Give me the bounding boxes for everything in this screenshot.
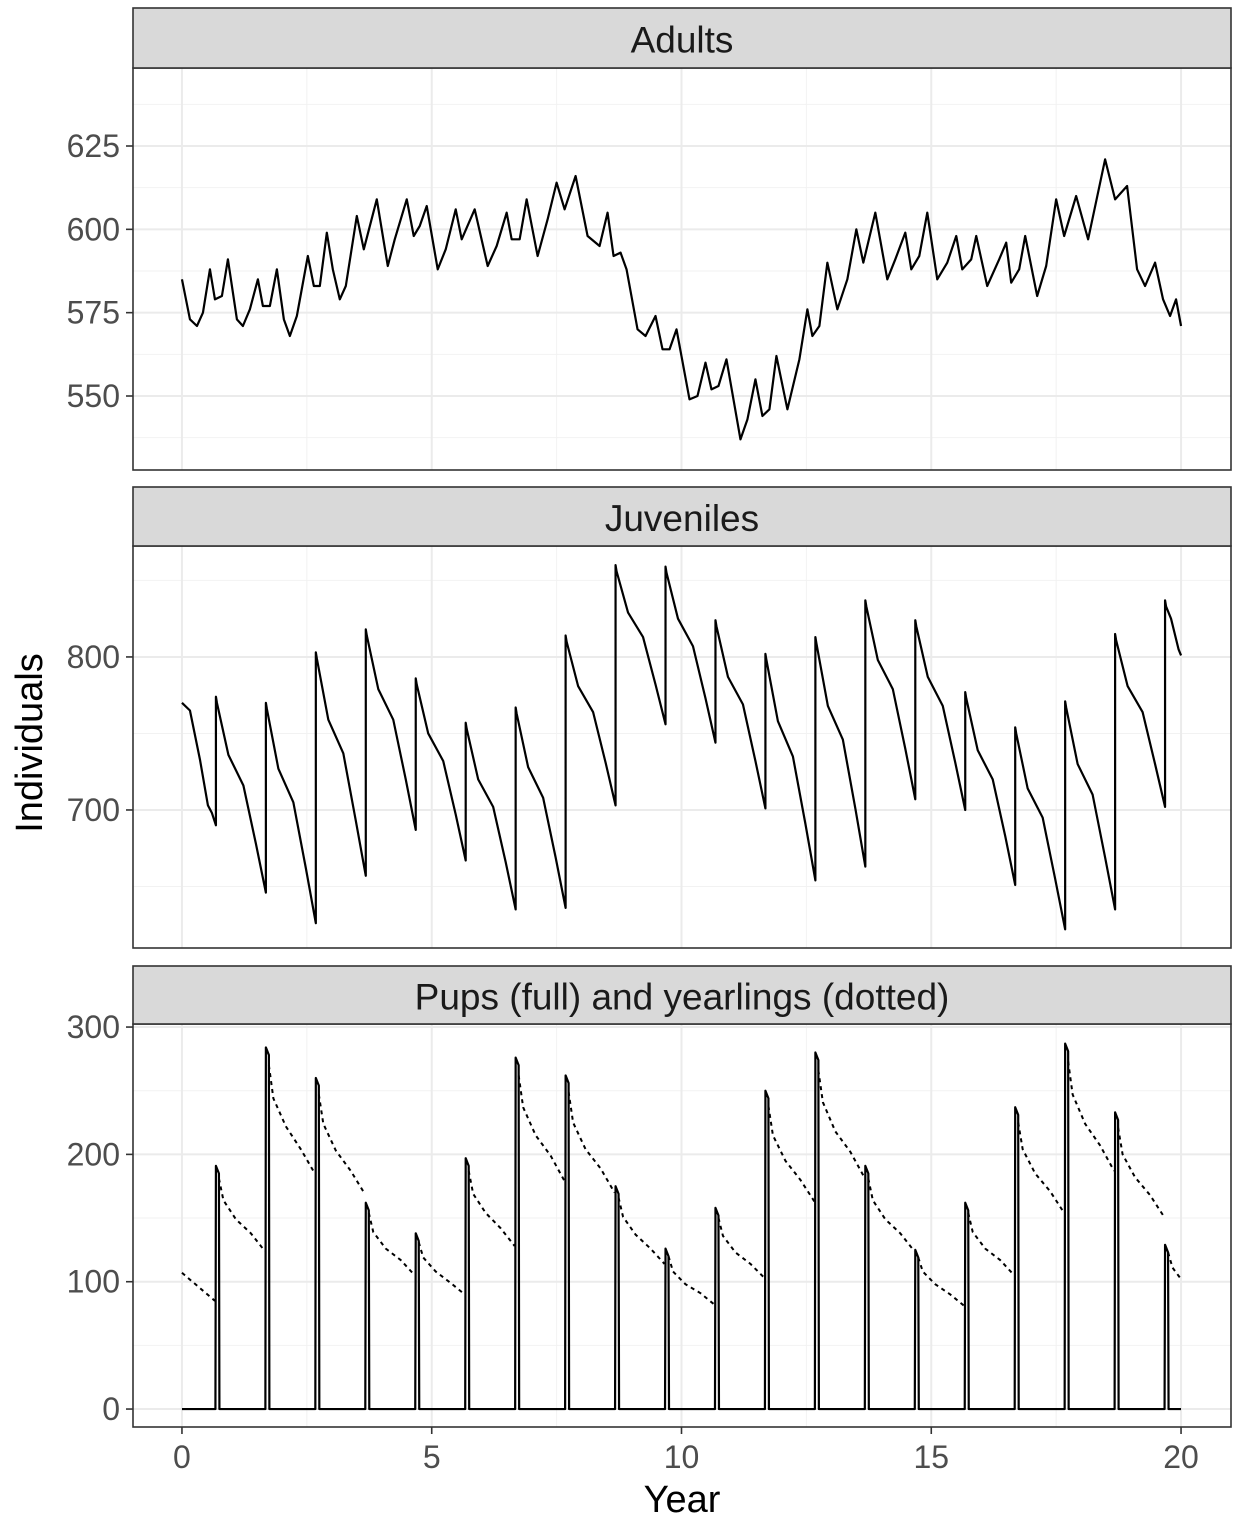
data-line: [180, 158, 1183, 441]
y-tick-label: 575: [67, 295, 120, 331]
data-line: [181, 564, 1183, 931]
y-tick-label: 300: [67, 1009, 120, 1045]
x-tick-label: 10: [664, 1439, 700, 1475]
strip-title: Adults: [631, 20, 734, 61]
x-tick-label: 15: [913, 1439, 949, 1475]
strip: [132, 7, 1232, 69]
y-tick-label: 600: [67, 211, 120, 247]
strip-title: Pups (full) and yearlings (dotted): [415, 977, 950, 1018]
y-tick-label: 625: [67, 128, 120, 164]
y-tick-label: 100: [67, 1264, 120, 1300]
strip-title: Juveniles: [605, 498, 759, 539]
x-tick-label: 0: [173, 1439, 191, 1475]
x-tick-label: 5: [423, 1439, 441, 1475]
y-tick-label: 550: [67, 378, 120, 414]
data-line: [181, 1061, 1182, 1307]
y-tick-label: 0: [102, 1391, 120, 1427]
y-tick-label: 700: [67, 792, 120, 828]
y-tick-label: 200: [67, 1136, 120, 1172]
x-axis-title: Year: [644, 1479, 721, 1517]
x-tick-label: 20: [1163, 1439, 1199, 1475]
y-axis-title: Individuals: [9, 653, 51, 833]
y-tick-label: 800: [67, 639, 120, 675]
data-line: [181, 1042, 1182, 1411]
strip: [132, 965, 1232, 1025]
strip: [132, 486, 1232, 547]
